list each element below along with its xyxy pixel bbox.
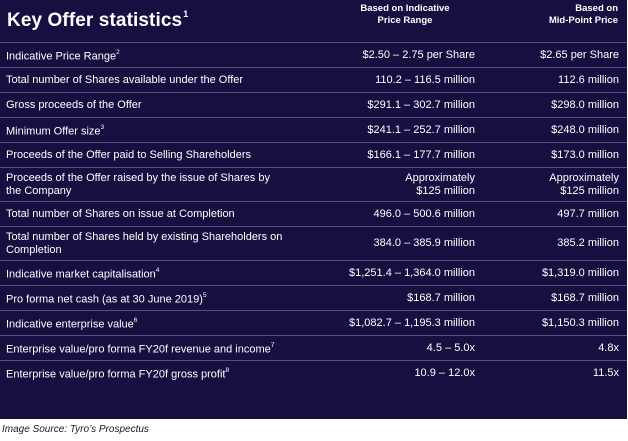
table-row: Enterprise value/pro forma FY20f gross p…	[0, 360, 627, 385]
row-label-line1: Total number of Shares held by existing …	[6, 230, 283, 243]
row-label-text: Enterprise value/pro forma FY20f gross p…	[6, 368, 226, 381]
row-value-midpoint: 385.2 million	[481, 226, 627, 261]
row-label-text: Enterprise value/pro forma FY20f revenue…	[6, 343, 271, 356]
row-label-line2: Completion	[6, 243, 62, 256]
row-value-indicative: $291.1 – 302.7 million	[332, 92, 481, 118]
footnote-marker: 7	[270, 341, 275, 349]
value-line2: $125 million	[560, 184, 619, 197]
row-value-midpoint: $298.0 million	[481, 92, 627, 118]
column-header-midpoint-line1: Based on	[575, 3, 618, 14]
table-header: Key Offer statistics1 Based on Indicativ…	[0, 0, 627, 42]
row-label-text: Indicative market capitalisation	[6, 268, 156, 281]
footnote-marker: 5	[202, 291, 207, 299]
row-value-indicative: 110.2 – 116.5 million	[332, 67, 481, 93]
row-label-text: Total number of Shares on issue at Compl…	[6, 207, 235, 220]
row-label: Total number of Shares held by existing …	[0, 226, 332, 261]
row-label: Gross proceeds of the Offer	[0, 92, 332, 118]
table-row: Indicative Price Range2 $2.50 – 2.75 per…	[0, 42, 627, 68]
table-row: Gross proceeds of the Offer $291.1 – 302…	[0, 92, 627, 118]
row-value-indicative: $168.7 million	[332, 285, 481, 311]
row-label: Proceeds of the Offer raised by the issu…	[0, 167, 332, 202]
row-label: Total number of Shares on issue at Compl…	[0, 201, 332, 227]
row-value-indicative: $1,251.4 – 1,364.0 million	[332, 260, 481, 286]
row-value-midpoint: $1,150.3 million	[481, 310, 627, 336]
row-label-text: Minimum Offer size	[6, 125, 101, 138]
title-text: Key Offer statistics	[7, 10, 183, 31]
image-source-caption: Image Source: Tyro’s Prospectus	[2, 424, 149, 435]
row-value-midpoint: $248.0 million	[481, 117, 627, 143]
row-value-midpoint: 112.6 million	[481, 67, 627, 93]
offer-statistics-panel: Key Offer statistics1 Based on Indicativ…	[0, 0, 627, 419]
row-value-indicative: 4.5 – 5.0x	[332, 335, 481, 361]
table-row: Pro forma net cash (as at 30 June 2019)5…	[0, 285, 627, 311]
row-value-midpoint: 4.8x	[481, 335, 627, 361]
table-row: Total number of Shares on issue at Compl…	[0, 201, 627, 227]
column-header-indicative: Based on Indicative Price Range	[335, 3, 475, 27]
row-value-midpoint: $168.7 million	[481, 285, 627, 311]
footnote-marker: 6	[133, 316, 138, 324]
row-value-midpoint: 11.5x	[481, 360, 627, 385]
row-value-indicative: 496.0 – 500.6 million	[332, 201, 481, 227]
table-row: Total number of Shares held by existing …	[0, 226, 627, 261]
row-label: Minimum Offer size3	[0, 117, 332, 143]
row-label-line2: the Company	[6, 184, 72, 197]
table-row: Minimum Offer size3 $241.1 – 252.7 milli…	[0, 117, 627, 143]
row-label: Total number of Shares available under t…	[0, 67, 332, 93]
row-value-indicative: $2.50 – 2.75 per Share	[332, 42, 481, 68]
table-row: Enterprise value/pro forma FY20f revenue…	[0, 335, 627, 361]
table-row: Indicative enterprise value6 $1,082.7 – …	[0, 310, 627, 336]
footnote-marker: 3	[100, 123, 105, 131]
row-value-indicative: Approximately $125 million	[332, 167, 481, 202]
value-line2: $125 million	[416, 184, 475, 197]
row-label-text: Gross proceeds of the Offer	[6, 98, 142, 111]
title-footnote: 1	[183, 8, 189, 19]
value-line1: Approximately	[549, 171, 619, 184]
row-label: Indicative Price Range2	[0, 42, 332, 68]
row-value-indicative: $1,082.7 – 1,195.3 million	[332, 310, 481, 336]
row-value-indicative: 10.9 – 12.0x	[332, 360, 481, 385]
row-value-midpoint: 497.7 million	[481, 201, 627, 227]
row-label-text: Proceeds of the Offer paid to Selling Sh…	[6, 148, 252, 161]
table-row: Proceeds of the Offer raised by the issu…	[0, 167, 627, 202]
row-value-midpoint: $1,319.0 million	[481, 260, 627, 286]
row-label-text: Pro forma net cash (as at 30 June 2019)	[6, 293, 203, 306]
row-label: Indicative market capitalisation4	[0, 260, 332, 286]
row-label-text: Indicative enterprise value	[6, 318, 134, 331]
row-label-line1: Proceeds of the Offer raised by the issu…	[6, 171, 270, 184]
row-value-midpoint: Approximately $125 million	[481, 167, 627, 202]
footnote-marker: 8	[225, 366, 230, 374]
row-label: Indicative enterprise value6	[0, 310, 332, 336]
footnote-marker: 4	[155, 266, 160, 274]
table-row: Total number of Shares available under t…	[0, 67, 627, 93]
column-header-indicative-line1: Based on Indicative	[360, 3, 450, 14]
row-label: Enterprise value/pro forma FY20f gross p…	[0, 360, 332, 385]
value-line1: Approximately	[405, 171, 475, 184]
row-value-midpoint: $173.0 million	[481, 142, 627, 168]
table-row: Indicative market capitalisation4 $1,251…	[0, 260, 627, 286]
row-value-indicative: 384.0 – 385.9 million	[332, 226, 481, 261]
column-header-midpoint: Based on Mid-Point Price	[500, 3, 618, 27]
footnote-marker: 2	[116, 48, 120, 56]
table-row: Proceeds of the Offer paid to Selling Sh…	[0, 142, 627, 168]
row-label: Enterprise value/pro forma FY20f revenue…	[0, 335, 332, 361]
row-label-text: Indicative Price Range	[6, 50, 117, 63]
row-value-indicative: $241.1 – 252.7 million	[332, 117, 481, 143]
column-header-indicative-line2: Price Range	[377, 15, 433, 26]
offer-statistics-table: Indicative Price Range2 $2.50 – 2.75 per…	[0, 42, 627, 385]
row-value-indicative: $166.1 – 177.7 million	[332, 142, 481, 168]
row-label: Proceeds of the Offer paid to Selling Sh…	[0, 142, 332, 168]
table-title: Key Offer statistics1	[7, 8, 189, 32]
row-value-midpoint: $2.65 per Share	[481, 42, 627, 68]
row-label-text: Total number of Shares available under t…	[6, 73, 244, 86]
column-header-midpoint-line2: Mid-Point Price	[548, 15, 618, 26]
row-label: Pro forma net cash (as at 30 June 2019)5	[0, 285, 332, 311]
